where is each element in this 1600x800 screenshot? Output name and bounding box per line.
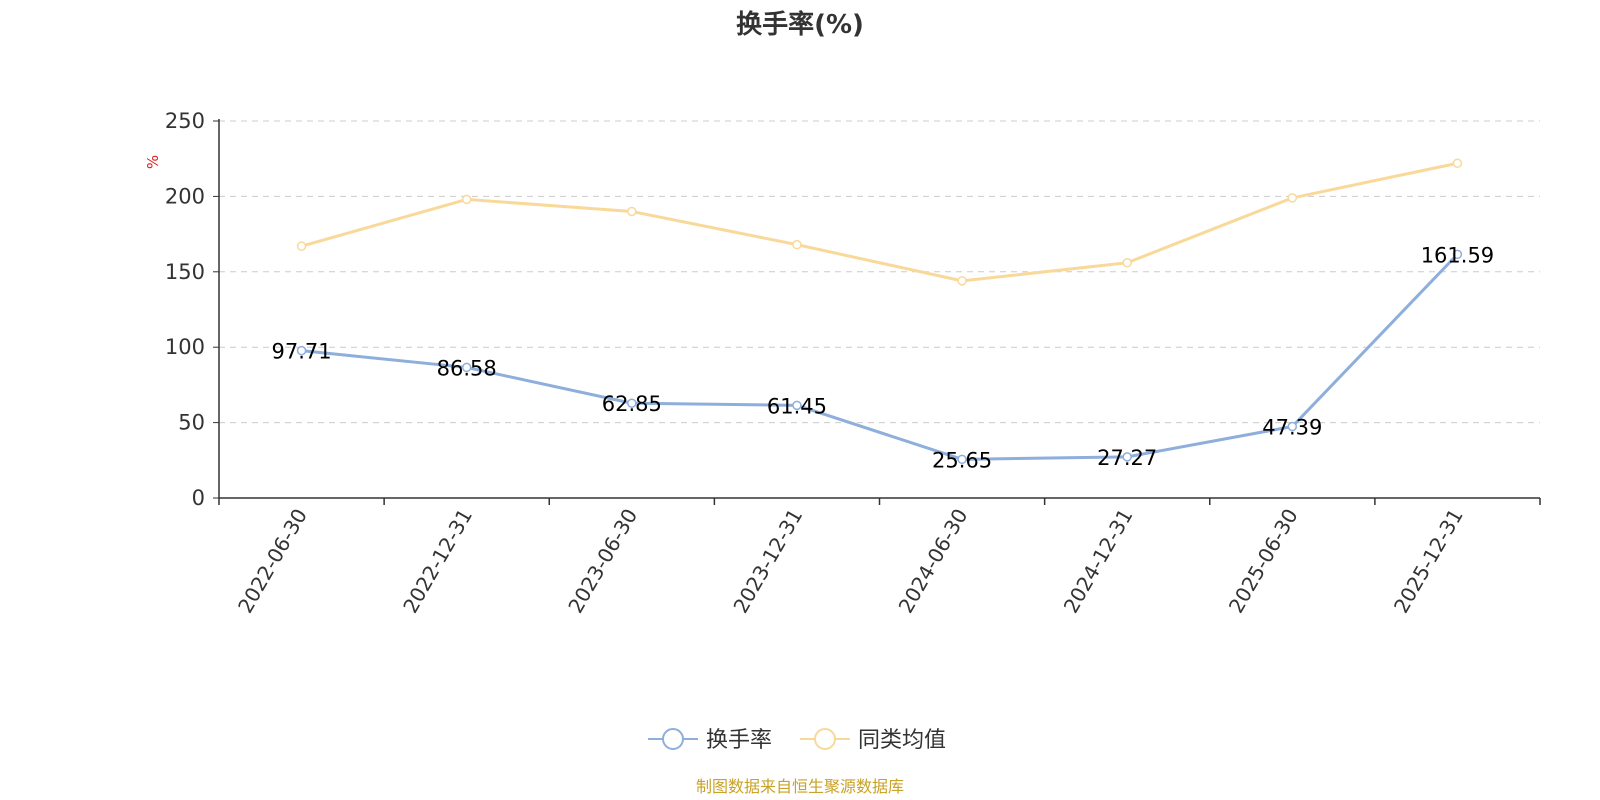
data-point[interactable] <box>957 276 967 286</box>
y-tick-label: 200 <box>165 184 205 208</box>
x-tick-label: 2024-12-31 <box>1059 505 1138 618</box>
data-label: 161.59 <box>1421 243 1494 267</box>
legend-item-turnover[interactable]: 换手率 <box>648 728 772 753</box>
x-tick-label: 2025-12-31 <box>1389 505 1468 618</box>
grid-lines <box>219 120 1540 424</box>
data-point[interactable] <box>296 241 307 251</box>
data-point[interactable] <box>1122 452 1132 462</box>
data-labels: 97.71 86.58 62.85 61.45 25.65 27.27 47.39 161.5… <box>272 243 1495 472</box>
legend-label-peer-average: 同类均值 <box>858 728 946 753</box>
legend-item-peer-average[interactable]: 同类均值 <box>800 728 946 753</box>
data-point[interactable] <box>627 398 637 408</box>
y-tick-label: 0 <box>192 486 205 510</box>
data-label: 27.27 <box>1097 446 1157 470</box>
data-point[interactable] <box>792 400 802 411</box>
x-tick-label: 2024-06-30 <box>893 505 972 618</box>
data-label: 61.45 <box>767 394 827 418</box>
series-lines <box>296 158 1463 465</box>
data-point[interactable] <box>792 239 802 250</box>
y-tick-label: 250 <box>165 109 205 133</box>
data-point[interactable] <box>1452 158 1463 168</box>
y-tick-label: 50 <box>178 411 205 435</box>
data-label: 62.85 <box>602 392 662 416</box>
legend-swatch-marker <box>814 728 836 750</box>
data-source-note: 制图数据来自恒生聚源数据库 <box>696 777 904 796</box>
data-point[interactable] <box>1287 193 1298 203</box>
data-point[interactable] <box>296 345 307 356</box>
axes: 0 50 100 150 200 250 2022-06-30 2022-12-31 2023-… <box>165 109 1541 618</box>
data-point[interactable] <box>1452 249 1463 260</box>
data-label: 47.39 <box>1262 416 1322 440</box>
data-label: 97.71 <box>272 340 332 364</box>
x-tick-label: 2022-06-30 <box>233 505 312 618</box>
x-tick-label: 2025-06-30 <box>1224 505 1303 618</box>
y-axis-unit: % <box>144 155 162 169</box>
data-label: 25.65 <box>932 448 992 472</box>
data-point[interactable] <box>1122 258 1132 268</box>
data-label: 86.58 <box>437 356 497 380</box>
x-tick-label: 2023-12-31 <box>728 505 807 618</box>
series-line-turnover <box>301 253 1459 461</box>
series-line-peer-average <box>301 161 1458 283</box>
x-tick-label: 2023-06-30 <box>563 505 642 618</box>
data-point[interactable] <box>461 194 472 205</box>
data-point[interactable] <box>1287 421 1298 432</box>
legend-swatch-marker <box>662 728 684 750</box>
data-point[interactable] <box>461 362 472 373</box>
legend-label-turnover: 换手率 <box>706 728 772 753</box>
legend[interactable]: 换手率 同类均值 <box>648 728 946 753</box>
data-point[interactable] <box>957 454 967 465</box>
x-tick-label: 2022-12-31 <box>398 505 477 618</box>
y-tick-label: 150 <box>165 260 205 284</box>
data-point[interactable] <box>627 206 637 217</box>
chart-title: 换手率(%) <box>736 9 864 40</box>
y-tick-label: 100 <box>165 335 205 359</box>
